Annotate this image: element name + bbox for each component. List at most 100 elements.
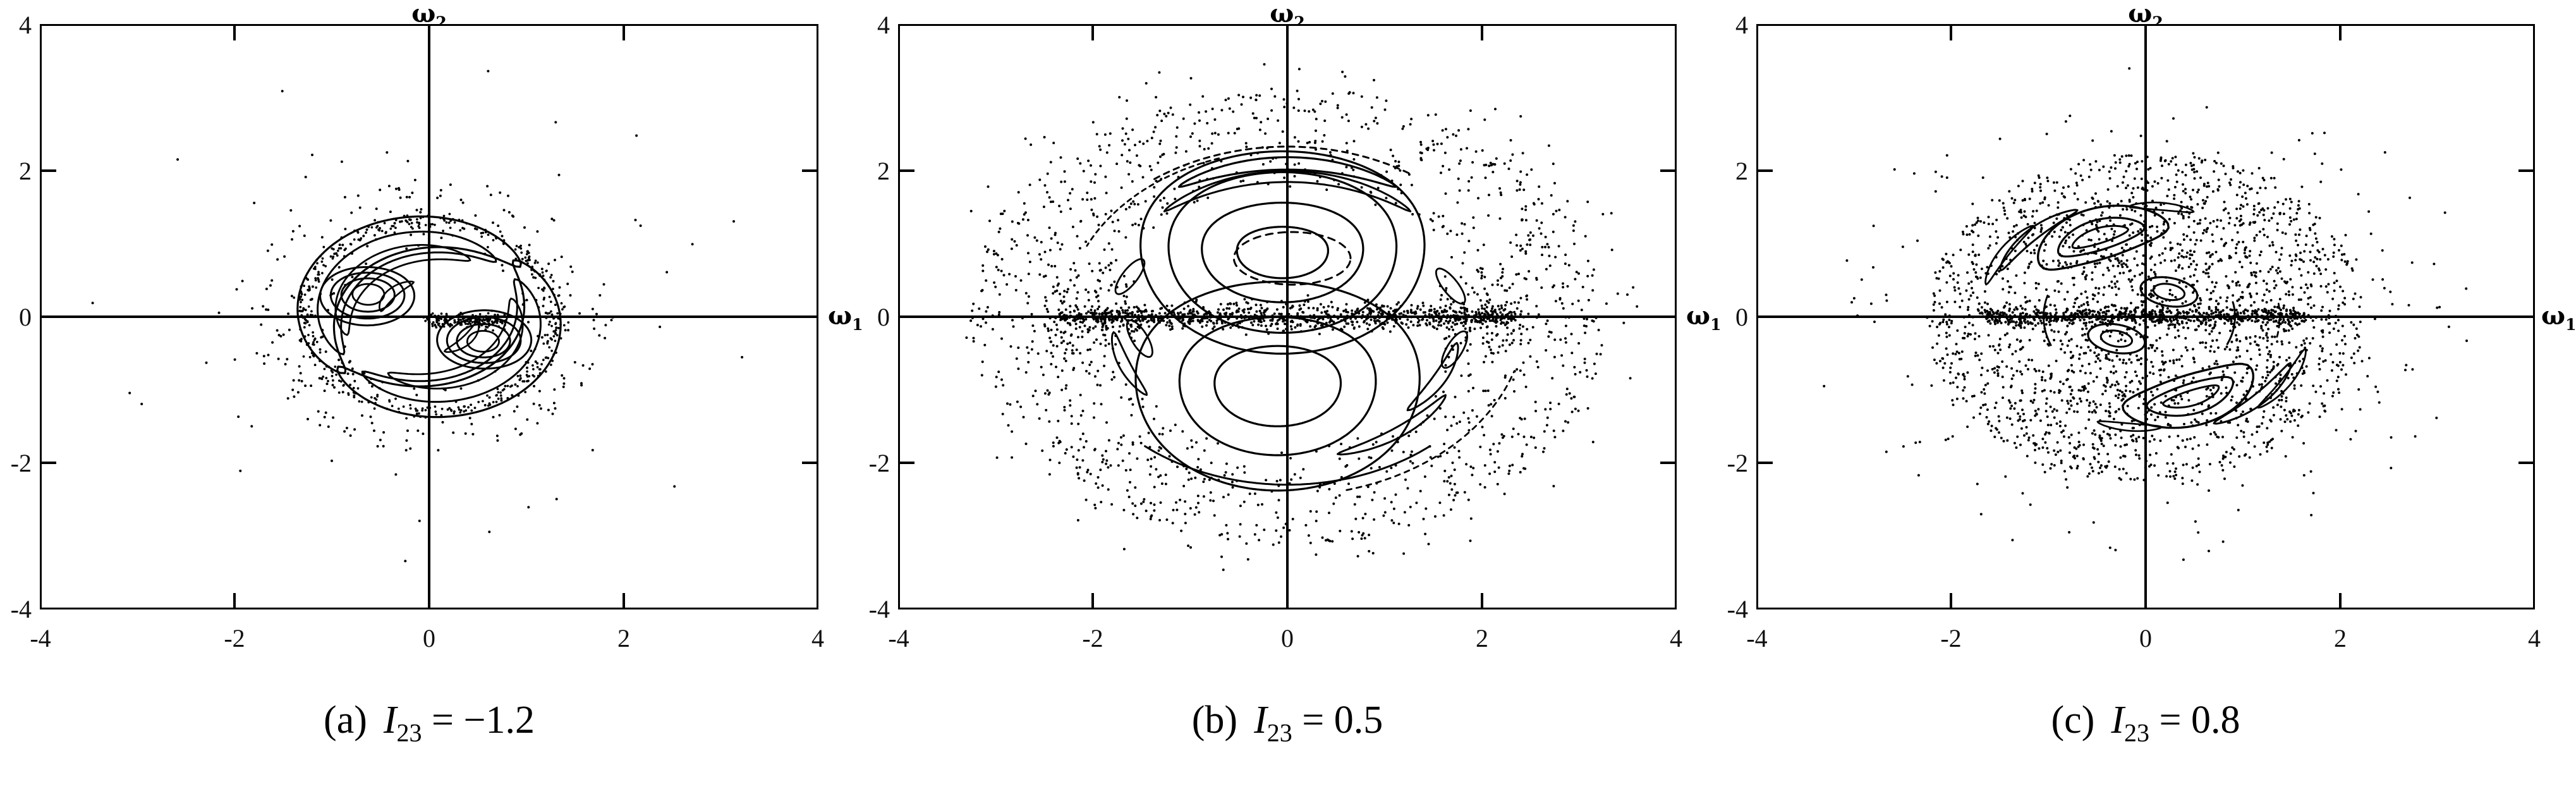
panel-c-ytick-m4: -4 (1727, 595, 1748, 623)
panel-c-right-dashed-arc (2276, 300, 2281, 338)
panel-a-upper-left-ring-1 (319, 266, 416, 327)
panel-a-ytick-4: 4 (19, 11, 32, 39)
panel-b-lower-right-banana (1337, 394, 1447, 456)
panel-c-ytick-m2: -2 (1727, 449, 1748, 477)
panel-c-lower-right-banana-inner (2162, 384, 2220, 409)
panel-b-separatrix-layer (1043, 252, 1532, 393)
panel-a-lower-right-outer-crescent (336, 259, 562, 419)
panel-c-xtick-4: 4 (2528, 624, 2541, 652)
panel-a: ω2 4 2 0 -2 (0, 0, 858, 808)
panel-b-xtick-4: 4 (1670, 624, 1682, 652)
panel-c-upper-left-arc-a (1999, 209, 2079, 272)
panel-b-caption: (b) I23 = 0.5 (858, 701, 1716, 745)
panel-b-lower-ring-2 (1178, 315, 1377, 456)
panel-c-data (1823, 67, 2468, 561)
panel-c-caption: (c) I23 = 0.8 (1716, 701, 2575, 745)
panel-c-lower-right-arc-c (2096, 420, 2163, 432)
panel-b-ticks (899, 25, 1676, 609)
panel-b-satellite-4 (1440, 330, 1468, 369)
panel-b-upper-ring-1 (1139, 150, 1426, 355)
panel-a-ticks (40, 25, 818, 609)
panel-b-lower-outer-arc (1144, 445, 1431, 486)
panel-b-upper-ring-3 (1201, 202, 1364, 303)
panel-c-xlabel-omega1-left: ω1 (1686, 301, 1722, 334)
panel-b-caption-paren: (b) (1191, 699, 1238, 742)
panel-b-ytick-4: 4 (877, 11, 890, 39)
panel-b-lower-ring-3 (1213, 345, 1342, 427)
panel-b-right-banana (1406, 341, 1459, 412)
panel-a-xtick-2: 2 (617, 624, 630, 652)
panel-a-chaotic-halo (91, 70, 744, 563)
panel-c-xtick-m2: -2 (1940, 624, 1962, 652)
panel-c-caption-sub: 23 (2124, 718, 2149, 747)
panel-b-lower-ring-1 (1134, 281, 1421, 492)
panel-c-upper-small-island-inner (2152, 283, 2186, 302)
panel-b-plot (898, 24, 1677, 609)
panel-b: ω2 ω1 4 (828, 0, 1716, 808)
panel-a-caption-value: −1.2 (463, 699, 535, 742)
panel-b-upper-outer-banana-2 (1163, 170, 1412, 212)
panel-a-upper-left-outer-crescent (296, 215, 522, 374)
panel-a-svg (40, 24, 818, 609)
panel-b-xtick-m4: -4 (888, 624, 909, 652)
panel-b-caption-symbol: I (1254, 699, 1267, 742)
panel-b-upper-outer-banana (1177, 156, 1397, 188)
panel-a-xtick-4: 4 (811, 624, 824, 652)
panel-c-caption-paren: (c) (2051, 699, 2095, 742)
panel-a-lower-right-hook (444, 321, 480, 353)
panel-a-plot (40, 24, 818, 609)
panel-b-svg (898, 24, 1677, 609)
panel-c: ω2 ω1 ω1 (1686, 0, 2576, 808)
panel-c-lower-right-arc-a (2213, 362, 2292, 425)
panel-c-lower-right-banana-mid (2146, 376, 2234, 417)
panel-c-lower-right-banana-outer (2122, 362, 2254, 429)
panel-b-ytick-m2: -2 (868, 449, 890, 477)
panel-a-caption-sub: 23 (396, 718, 422, 747)
panel-c-ticks (1757, 25, 2534, 609)
panel-b-ytick-m4: -4 (868, 595, 890, 623)
panel-a-upper-left-crescent-3 (334, 244, 471, 336)
panel-c-xtick-0: 0 (2139, 624, 2152, 652)
panel-a-caption-symbol: I (383, 699, 397, 742)
panel-b-left-banana (1110, 331, 1148, 396)
panel-a-upper-left-crescent-2 (317, 230, 497, 355)
panel-b-satellite-2 (1435, 267, 1466, 305)
panel-a-ytick-2: 2 (19, 157, 32, 185)
panel-a-xtick-m2: -2 (224, 624, 245, 652)
panel-b-caption-sub: 23 (1267, 718, 1292, 747)
panel-b-satellite-3 (1126, 319, 1153, 358)
panel-a-upper-left-ring-3 (340, 277, 396, 313)
panel-b-ytick-0: 0 (877, 303, 890, 331)
panel-c-ytick-4: 4 (1735, 11, 1748, 39)
panel-a-lower-right-ring-2 (446, 316, 522, 364)
panel-b-upper-ring-2 (1167, 171, 1398, 334)
panel-a-lower-right-ring-1 (436, 309, 533, 370)
panel-b-lower-right-arc-dashed (1346, 371, 1515, 491)
panel-c-separatrix-layer (1984, 296, 2307, 331)
panel-a-caption: (a) I23 = −1.2 (0, 701, 858, 745)
panel-a-lower-right-ring-4 (466, 329, 500, 353)
panel-a-ytick-m2: -2 (10, 449, 32, 477)
panel-c-xtick-2: 2 (2334, 624, 2347, 652)
panel-b-xlabel-omega1-left: ω1 (828, 301, 863, 334)
panel-a-upper-left-ring-2 (329, 271, 406, 320)
panel-b-chaotic-sea (965, 63, 1639, 572)
panel-c-left-inner-arc (2043, 295, 2052, 346)
panel-c-right-inner-arc (2226, 301, 2236, 345)
panel-b-upper-inner-dashed (1232, 231, 1352, 286)
panel-c-ytick-2: 2 (1735, 157, 1748, 185)
panel-c-caption-value: 0.8 (2190, 699, 2240, 742)
panel-b-upper-left-arc (1086, 157, 1220, 247)
panel-b-data (965, 63, 1639, 572)
panel-b-caption-value: 0.5 (1334, 699, 1383, 742)
panel-b-xtick-0: 0 (1281, 624, 1294, 652)
panel-a-ytick-0: 0 (19, 303, 32, 331)
panel-c-lower-small-island-outer (2087, 322, 2146, 355)
panel-a-caption-paren: (a) (324, 699, 367, 742)
panel-b-xtick-m2: -2 (1082, 624, 1103, 652)
panel-a-zero-axes (40, 25, 818, 609)
panel-a-upper-left-ring-4 (351, 283, 386, 306)
panel-b-xtick-2: 2 (1476, 624, 1488, 652)
panel-a-ytick-m4: -4 (10, 595, 32, 623)
